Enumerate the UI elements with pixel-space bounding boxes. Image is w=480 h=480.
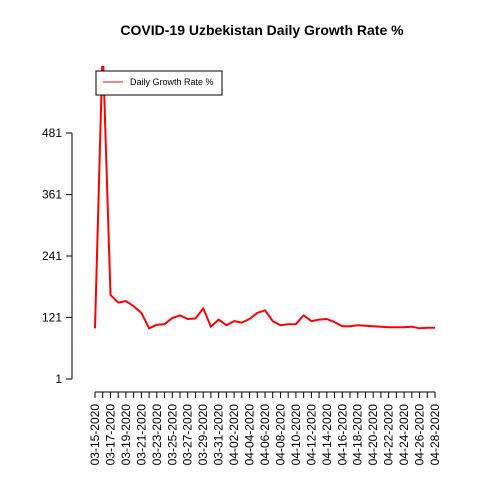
x-tick-label: 03-29-2020: [196, 404, 210, 466]
x-tick-label: 03-25-2020: [165, 404, 179, 466]
y-tick-label: 1: [55, 372, 62, 386]
legend-box: [95, 70, 223, 96]
x-tick-label: 04-10-2020: [289, 404, 303, 466]
x-tick-label: 04-02-2020: [227, 404, 241, 466]
x-tick-label: 04-24-2020: [397, 404, 411, 466]
x-tick-label: 03-23-2020: [150, 404, 164, 466]
axes: 1 121 241 361 481 03-15-2020 03-17-2020 03-19-2…: [42, 126, 442, 465]
x-tick-label: 03-31-2020: [212, 404, 226, 466]
x-tick-label: 03-15-2020: [88, 404, 102, 466]
x-tick-label: 04-16-2020: [335, 404, 349, 466]
y-tick-label: 361: [42, 188, 62, 202]
x-tick-label: 03-17-2020: [104, 404, 118, 466]
x-tick-label: 04-18-2020: [351, 404, 365, 466]
x-tick-label: 04-08-2020: [274, 404, 288, 466]
series-layer: [94, 66, 435, 330]
chart-title: COVID-19 Uzbekistan Daily Growth Rate %: [120, 22, 404, 38]
y-tick-label: 241: [42, 249, 62, 263]
x-tick-label: 04-28-2020: [428, 404, 442, 466]
x-tick-label: 03-21-2020: [134, 404, 148, 466]
x-tick-label: 04-14-2020: [320, 404, 334, 466]
y-tick-label: 121: [42, 311, 62, 325]
x-tick-label: 04-06-2020: [258, 404, 272, 466]
x-tick-label: 04-20-2020: [366, 404, 380, 466]
x-tick-label: 04-26-2020: [413, 404, 427, 466]
x-tick-label: 03-27-2020: [181, 404, 195, 466]
legend: Daily Growth Rate %: [95, 70, 223, 96]
x-tick-label: 04-12-2020: [304, 404, 318, 466]
series-line: [94, 66, 435, 330]
x-tick-label: 03-19-2020: [119, 404, 133, 466]
x-tick-label: 04-22-2020: [382, 404, 396, 466]
y-tick-label: 481: [42, 126, 62, 140]
legend-label: Daily Growth Rate %: [130, 77, 214, 87]
x-tick-label: 04-04-2020: [243, 404, 257, 466]
